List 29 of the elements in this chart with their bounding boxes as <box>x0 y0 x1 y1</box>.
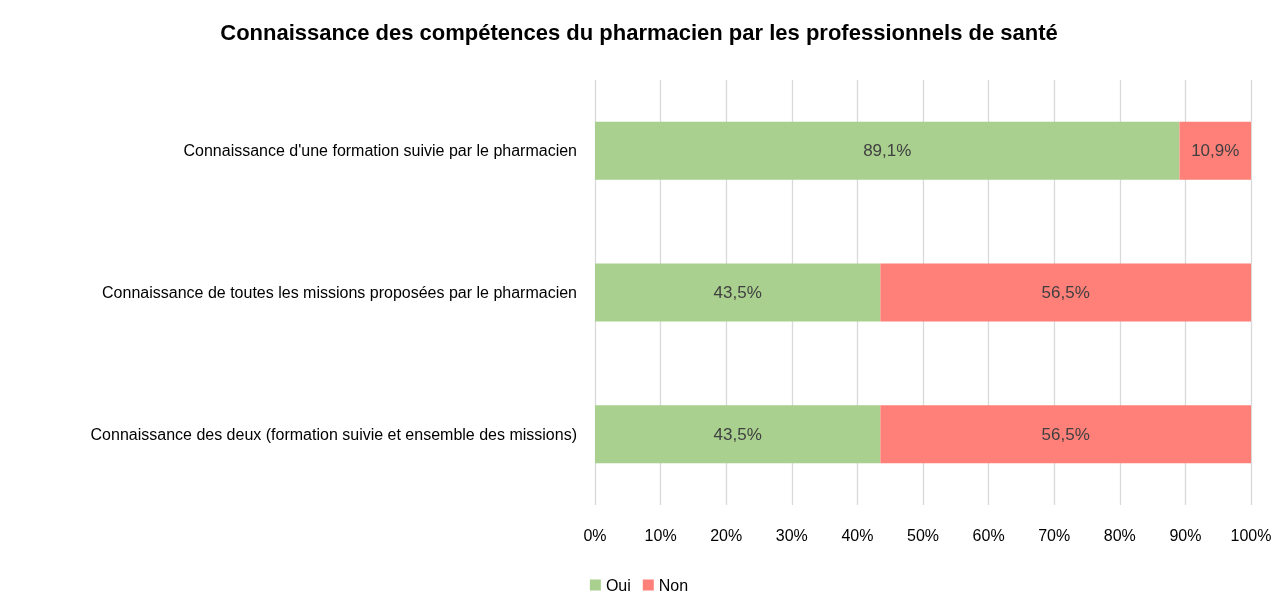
y-tick-label: Connaissance d'une formation suivie par le pharmacien <box>183 142 577 160</box>
y-tick-label: Connaissance des deux (formation suivie et ensemble des missions) <box>90 425 577 443</box>
data-label: 43,5% <box>713 424 762 444</box>
x-tick-label: 100% <box>1230 526 1272 544</box>
data-label: 89,1% <box>863 141 912 161</box>
x-tick-label: 30% <box>775 526 808 544</box>
data-label: 56,5% <box>1041 424 1090 444</box>
data-label: 43,5% <box>713 283 762 302</box>
legend-label: Non <box>658 576 689 594</box>
data-label: 10,9% <box>1191 141 1240 161</box>
bar <box>880 405 1251 464</box>
y-tick-label: Connaissance de toutes les missions proposées par le pharmacien <box>102 284 577 301</box>
x-tick-label: 80% <box>1103 526 1136 544</box>
chart-title: Connaissance des compétences du pharmacien par les professionnels de santé <box>220 19 1058 45</box>
x-tick-label: 40% <box>841 526 874 544</box>
legend-label: Oui <box>605 576 631 594</box>
x-tick-label: 10% <box>644 526 677 544</box>
x-tick-label: 60% <box>972 526 1005 544</box>
x-tick-label: 20% <box>710 526 743 544</box>
bar <box>1179 121 1251 180</box>
bar <box>595 121 1180 180</box>
bar <box>595 263 881 322</box>
x-tick-label: 0% <box>583 526 607 544</box>
bar <box>880 263 1251 322</box>
data-label: 56,5% <box>1041 283 1090 302</box>
x-tick-label: 50% <box>906 526 940 544</box>
x-tick-label: 90% <box>1169 526 1202 544</box>
x-tick-label: 70% <box>1038 526 1071 544</box>
bar <box>595 405 881 464</box>
